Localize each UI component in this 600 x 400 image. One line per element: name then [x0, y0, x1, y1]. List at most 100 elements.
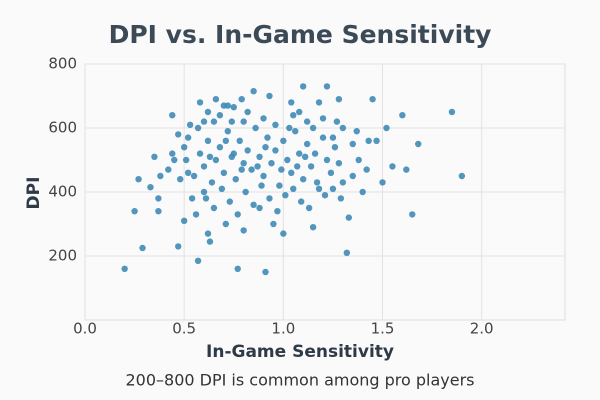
point	[240, 160, 247, 167]
x-axis-label: In-Game Sensitivity	[206, 342, 394, 362]
point	[296, 108, 303, 116]
point	[258, 182, 265, 189]
point	[272, 121, 279, 128]
point	[240, 118, 247, 125]
point	[282, 192, 289, 199]
point	[268, 160, 275, 167]
point	[339, 124, 347, 132]
point	[311, 150, 319, 157]
point	[177, 176, 184, 183]
point	[244, 108, 251, 116]
point	[242, 188, 249, 196]
x-tick-label: 1.5	[371, 320, 395, 338]
point	[202, 195, 210, 202]
point	[369, 96, 376, 103]
point	[262, 144, 269, 151]
point	[335, 160, 343, 167]
point	[365, 137, 372, 144]
point	[228, 118, 235, 125]
point	[278, 166, 285, 173]
point	[296, 150, 303, 157]
point	[194, 124, 202, 132]
chart-title: DPI vs. In-Game Sensitivity	[109, 20, 492, 49]
point	[389, 163, 396, 170]
point	[200, 118, 208, 125]
point	[323, 83, 331, 90]
point	[262, 268, 269, 276]
point	[288, 99, 295, 106]
point	[188, 195, 196, 202]
point	[329, 185, 337, 192]
point	[244, 147, 251, 154]
point	[379, 179, 386, 186]
point	[288, 169, 295, 176]
point	[224, 128, 232, 135]
point	[305, 204, 313, 212]
point	[131, 208, 138, 215]
point	[415, 140, 422, 148]
point	[204, 230, 212, 237]
x-tick-label: 2.0	[470, 320, 494, 338]
point	[250, 201, 257, 208]
point	[403, 166, 410, 173]
point	[196, 99, 204, 106]
point	[335, 96, 343, 103]
point	[222, 220, 230, 228]
point	[353, 128, 360, 135]
point	[194, 257, 202, 264]
point	[299, 176, 307, 183]
point	[204, 137, 212, 144]
point	[212, 156, 220, 164]
y-tick-label: 800	[48, 55, 77, 73]
point	[383, 124, 390, 132]
point	[266, 195, 273, 202]
point	[266, 92, 273, 100]
point	[218, 185, 226, 192]
point	[216, 144, 224, 151]
point	[190, 172, 198, 180]
point	[226, 198, 233, 205]
point	[147, 184, 154, 191]
point	[182, 156, 190, 164]
point	[359, 188, 366, 196]
point	[399, 112, 406, 119]
point	[200, 163, 208, 170]
point	[299, 83, 307, 90]
point	[329, 134, 337, 141]
point	[290, 185, 297, 192]
point	[186, 121, 194, 128]
point	[363, 166, 370, 173]
point	[220, 169, 228, 176]
point	[216, 112, 224, 119]
point	[280, 137, 287, 144]
point	[240, 227, 247, 234]
x-tick-label: 0.5	[172, 320, 196, 338]
point	[230, 104, 237, 111]
point	[192, 211, 200, 218]
point	[264, 134, 271, 141]
point	[270, 220, 277, 228]
point	[276, 182, 283, 189]
point	[184, 169, 192, 176]
point	[272, 147, 279, 154]
point	[309, 224, 317, 231]
point	[169, 150, 176, 157]
point	[135, 176, 142, 183]
point	[180, 144, 188, 151]
point	[343, 249, 351, 256]
point	[121, 265, 128, 272]
point	[355, 156, 362, 164]
point	[224, 102, 232, 109]
point	[210, 204, 218, 212]
point	[238, 96, 245, 103]
point	[290, 112, 297, 119]
point	[256, 153, 263, 160]
point	[254, 163, 261, 170]
point	[327, 169, 335, 176]
point	[175, 131, 182, 138]
point	[297, 198, 305, 205]
point	[301, 153, 309, 160]
y-tick-label: 600	[48, 119, 77, 137]
point	[292, 128, 299, 135]
point	[274, 208, 281, 215]
